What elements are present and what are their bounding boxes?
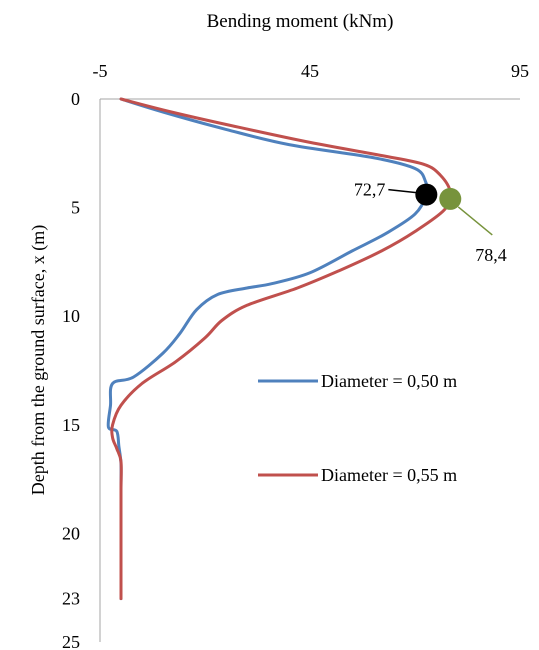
series-line-2 — [110, 97, 453, 601]
legend-label-1: Diameter = 0,50 m — [321, 371, 457, 391]
y-tick-label: 25 — [62, 632, 80, 650]
annotation-label: 72,7 — [354, 180, 386, 200]
series-line-1 — [106, 97, 429, 601]
x-tick-label: -5 — [93, 61, 108, 81]
max-moment-marker — [439, 187, 462, 210]
x-tick-label: 45 — [301, 61, 319, 81]
legend-label-2: Diameter = 0,55 m — [321, 465, 457, 485]
max-moment-marker — [415, 183, 438, 206]
series-layer — [106, 97, 453, 601]
y-axis-label: Depth from the ground surface, x (m) — [28, 225, 49, 495]
y-tick-label: 15 — [62, 415, 80, 435]
annotation-layer: 72,7 78,4 — [354, 180, 507, 265]
legend: Diameter = 0,50 m Diameter = 0,55 m — [258, 371, 457, 485]
y-tick-label: 23 — [62, 589, 80, 609]
chart-title: Bending moment (kNm) — [207, 11, 394, 32]
annotation-leader-line — [388, 188, 417, 194]
y-tick-label: 20 — [62, 523, 80, 543]
y-tick-label: 10 — [62, 306, 80, 326]
annotation-label: 78,4 — [475, 245, 507, 265]
y-tick-label: 0 — [71, 89, 80, 109]
x-tick-label: 95 — [511, 61, 529, 81]
annotation-leader-line — [457, 206, 493, 236]
y-tick-label: 5 — [71, 198, 80, 218]
y-tick-labels: 0 5 10 15 20 23 25 — [62, 89, 80, 650]
x-tick-labels: -5 45 95 — [93, 61, 530, 81]
